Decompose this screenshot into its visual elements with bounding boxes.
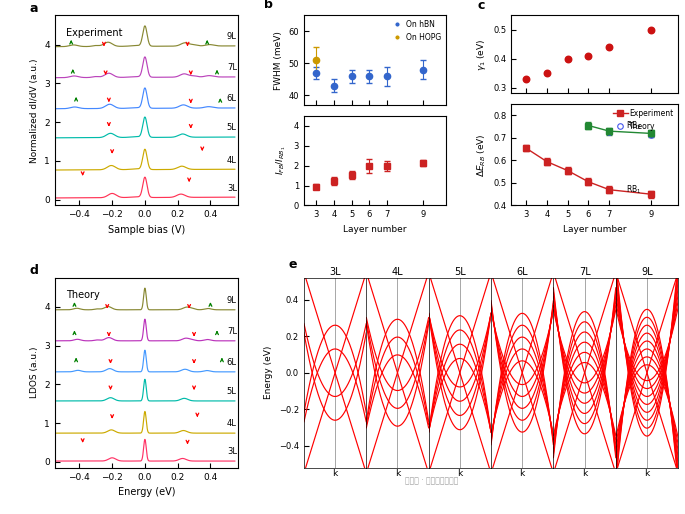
Text: Experiment: Experiment — [66, 28, 123, 38]
Point — [604, 43, 615, 51]
Y-axis label: Energy (eV): Energy (eV) — [264, 346, 273, 399]
X-axis label: Sample bias (V): Sample bias (V) — [108, 225, 185, 235]
Theory — [647, 132, 655, 138]
Theory — [606, 128, 614, 135]
Text: e: e — [288, 258, 297, 271]
Theory — [584, 122, 593, 128]
Y-axis label: $I_{FB}/I_{RB_1}$: $I_{FB}/I_{RB_1}$ — [275, 146, 288, 175]
X-axis label: Energy (eV): Energy (eV) — [118, 487, 175, 497]
Text: 7L: 7L — [227, 327, 237, 336]
X-axis label: Layer number: Layer number — [563, 225, 627, 234]
Point — [521, 75, 532, 83]
Title: 6L: 6L — [516, 267, 528, 277]
Point — [645, 26, 656, 34]
Title: 9L: 9L — [641, 267, 653, 277]
Text: d: d — [29, 264, 38, 277]
Text: 公众号 · 高分子科学前沿: 公众号 · 高分子科学前沿 — [405, 476, 458, 485]
Text: 5L: 5L — [227, 123, 237, 133]
Text: c: c — [478, 0, 486, 12]
Text: 4L: 4L — [227, 419, 237, 428]
Text: 6L: 6L — [227, 358, 237, 367]
Text: RB$_1$: RB$_1$ — [626, 183, 642, 196]
Title: 5L: 5L — [454, 267, 466, 277]
Text: 3L: 3L — [227, 447, 237, 456]
Text: RB$_2$: RB$_2$ — [626, 119, 642, 132]
Text: 6L: 6L — [227, 94, 237, 103]
Text: 9L: 9L — [227, 296, 237, 305]
Y-axis label: LDOS (a.u.): LDOS (a.u.) — [29, 347, 38, 398]
Text: 3L: 3L — [227, 183, 237, 193]
Point — [541, 69, 552, 77]
Legend: On hBN, On HOPG: On hBN, On HOPG — [388, 19, 442, 43]
Text: 9L: 9L — [227, 32, 237, 41]
Text: Theory: Theory — [66, 290, 99, 300]
Point — [562, 54, 573, 63]
Title: 7L: 7L — [579, 267, 590, 277]
Text: b: b — [264, 0, 273, 11]
X-axis label: Layer number: Layer number — [343, 225, 407, 234]
Y-axis label: $\gamma_1$ (eV): $\gamma_1$ (eV) — [475, 38, 488, 70]
Title: 3L: 3L — [329, 267, 341, 277]
Line: Theory: Theory — [586, 123, 653, 137]
Legend: Experiment, Theory: Experiment, Theory — [612, 108, 674, 131]
Y-axis label: $\Delta E_{RB}$ (eV): $\Delta E_{RB}$ (eV) — [475, 133, 488, 177]
Text: 4L: 4L — [227, 156, 237, 164]
Point — [583, 52, 594, 60]
Text: a: a — [29, 2, 38, 14]
Text: 5L: 5L — [227, 387, 237, 396]
Text: 7L: 7L — [227, 63, 237, 72]
Title: 4L: 4L — [392, 267, 403, 277]
Y-axis label: Normalized dI/dV (a.u.): Normalized dI/dV (a.u.) — [29, 58, 38, 163]
Y-axis label: FWHM (meV): FWHM (meV) — [274, 31, 283, 89]
